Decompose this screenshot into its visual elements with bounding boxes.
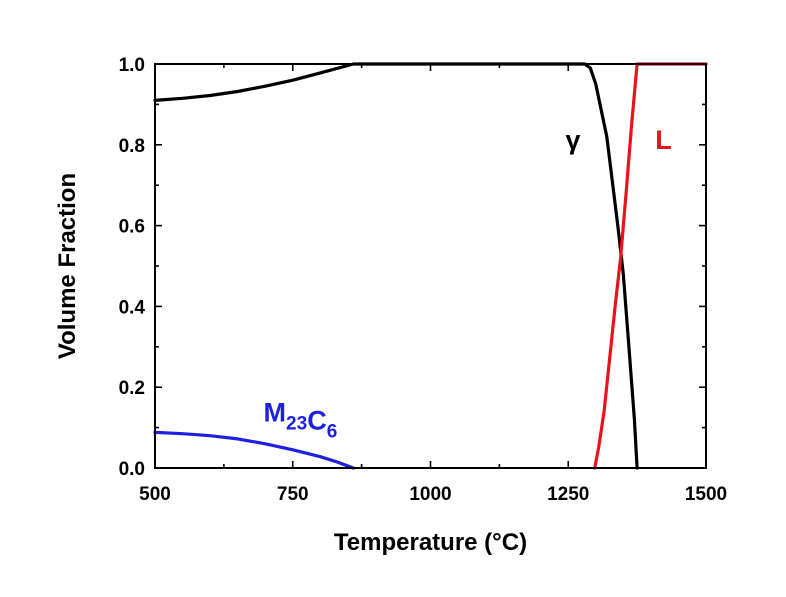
y-tick-label: 0.4 bbox=[119, 297, 146, 318]
y-axis-title: Volume Fraction bbox=[54, 173, 81, 359]
y-tick-label: 0.8 bbox=[119, 136, 145, 157]
series-label-part: γ bbox=[565, 125, 580, 155]
plot-frame bbox=[154, 63, 707, 469]
x-tick-label: 500 bbox=[139, 484, 171, 505]
x-tick-label: 1000 bbox=[409, 484, 451, 505]
y-tick-label: 0.2 bbox=[119, 378, 145, 399]
series-label-gamma: γ bbox=[565, 125, 580, 155]
series-label-liquid: L bbox=[655, 125, 672, 155]
y-tick-label: 0.0 bbox=[119, 459, 145, 480]
x-tick-label: 1500 bbox=[685, 484, 727, 505]
y-tick-label: 1.0 bbox=[119, 55, 145, 76]
series-label-part: L bbox=[655, 125, 672, 155]
x-tick-label: 750 bbox=[277, 484, 309, 505]
series-label-subscript: 23 bbox=[286, 414, 307, 435]
series-label-m23c6: M23C6 bbox=[264, 398, 338, 443]
tick-labels: 500 750 1000 1250 1500 0.0 0.2 0.4 0.6 0.8 1.0 bbox=[119, 55, 728, 505]
series-line-m23c6 bbox=[153, 430, 355, 470]
y-tick-label: 0.6 bbox=[119, 217, 145, 238]
x-axis-title: Temperature (°C) bbox=[334, 529, 527, 556]
series-label-part: M bbox=[264, 398, 287, 428]
series-line-liquid bbox=[593, 62, 708, 470]
series-label-part: C bbox=[307, 406, 327, 436]
x-tick-label: 1250 bbox=[547, 484, 589, 505]
series-label-subscript: 6 bbox=[327, 422, 338, 443]
series-lines bbox=[153, 62, 708, 470]
series-labels: γ L M23C6 bbox=[264, 125, 672, 443]
